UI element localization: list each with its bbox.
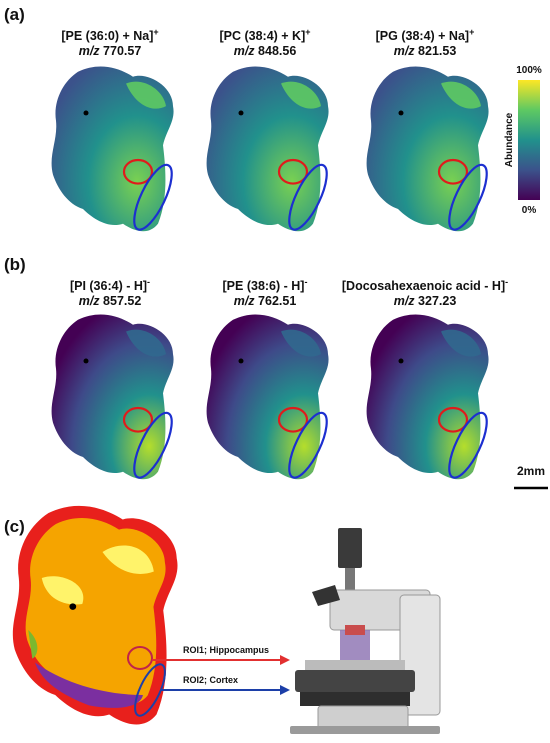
colorbar-min: 0% (522, 205, 537, 216)
ion-title: [PE (36:0) + Na]+ (61, 27, 158, 43)
colorbar (518, 80, 540, 200)
panel-label: (a) (4, 5, 25, 24)
ion-formula: [PG (38:4) + Na] (376, 29, 469, 43)
roi2-outline (134, 663, 166, 717)
marker-dot (398, 110, 404, 116)
mz-label: m/z (234, 44, 256, 58)
colorbar-title: Abundance (504, 112, 515, 167)
ion-title: [PE (38:6) - H]- (223, 277, 308, 293)
roi-hippocampus (277, 158, 309, 185)
marker-dot (238, 358, 244, 364)
scale-bar-label: 2mm (517, 464, 545, 478)
mz-label: m/z (79, 294, 101, 308)
mz-number: 821.53 (418, 44, 456, 58)
cerebellum (281, 329, 321, 357)
ion-formula: [PI (36:4) - H] (70, 279, 147, 293)
arrowhead (280, 685, 290, 695)
ion-charge: + (305, 27, 310, 37)
ion-charge: + (469, 27, 474, 37)
cerebellum (281, 81, 321, 109)
ion-image (366, 314, 489, 480)
roi-hippocampus (437, 158, 469, 185)
mz-value: m/z 762.51 (234, 294, 297, 308)
roi-hippocampus (122, 158, 154, 185)
ion-image (206, 314, 329, 480)
mz-value: m/z 857.52 (79, 294, 142, 308)
ion-formula: [PE (38:6) - H] (223, 279, 305, 293)
microscope-illustration (290, 528, 441, 734)
cerebellum (441, 81, 481, 109)
ion-image (51, 314, 174, 480)
panel-label: (c) (4, 517, 25, 536)
ion-charge: - (147, 277, 150, 287)
ion-charge: + (153, 27, 158, 37)
ion-image (51, 66, 174, 232)
cerebellum (126, 329, 166, 357)
ion-title: [Docosahexaenoic acid - H]- (342, 277, 508, 293)
ion-image (366, 66, 489, 232)
colorbar-max: 100% (516, 65, 542, 76)
cerebellum (441, 329, 481, 357)
roi-cortex (288, 411, 328, 479)
ion-title: [PG (38:4) + Na]+ (376, 27, 475, 43)
cerebellum (126, 81, 166, 109)
mz-label: m/z (394, 44, 416, 58)
roi-hippocampus (437, 406, 469, 433)
roi-cortex (288, 163, 328, 231)
mz-value: m/z 327.23 (394, 294, 457, 308)
roi-hippocampus (277, 406, 309, 433)
marker-dot (83, 358, 89, 364)
roi-cortex (133, 411, 173, 479)
ion-charge: - (505, 277, 508, 287)
ion-charge: - (304, 277, 307, 287)
mz-value: m/z 770.57 (79, 44, 142, 58)
ion-title: [PI (36:4) - H]- (70, 277, 150, 293)
roi2-label: ROI2; Cortex (183, 675, 238, 685)
marker-dot (398, 358, 404, 364)
mz-value: m/z 848.56 (234, 44, 297, 58)
ion-formula: [PC (38:4) + K] (219, 29, 305, 43)
ion-image (206, 66, 329, 232)
marker-dot (238, 110, 244, 116)
arrowhead (280, 655, 290, 665)
ion-title: [PC (38:4) + K]+ (219, 27, 310, 43)
mz-label: m/z (234, 294, 256, 308)
roi-cortex (133, 163, 173, 231)
mz-value: m/z 821.53 (394, 44, 457, 58)
ion-formula: [PE (36:0) + Na] (61, 29, 153, 43)
roi1-outline (127, 646, 153, 670)
mz-number: 848.56 (258, 44, 296, 58)
ion-formula: [Docosahexaenoic acid - H] (342, 279, 505, 293)
mz-number: 327.23 (418, 294, 456, 308)
mz-label: m/z (79, 44, 101, 58)
mz-number: 770.57 (103, 44, 141, 58)
roi1-label: ROI1; Hippocampus (183, 645, 269, 655)
roi-cortex (448, 163, 488, 231)
roi-cortex (448, 411, 488, 479)
panel-label: (b) (4, 255, 26, 274)
marker-dot (83, 110, 89, 116)
segmentation-map (12, 505, 178, 725)
mz-number: 857.52 (103, 294, 141, 308)
roi-hippocampus (122, 406, 154, 433)
mz-number: 762.51 (258, 294, 296, 308)
mz-label: m/z (394, 294, 416, 308)
